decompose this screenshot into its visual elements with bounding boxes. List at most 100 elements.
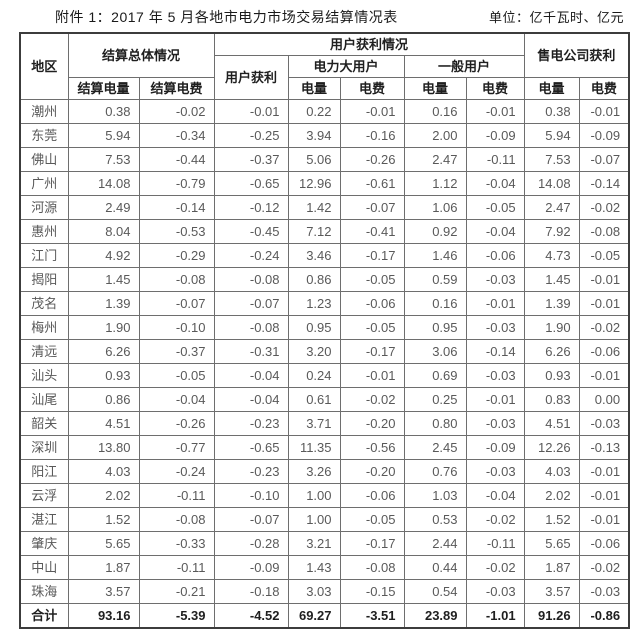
region-cell: 中山	[19, 555, 69, 580]
header-user-profit-group: 用户获利情况	[213, 32, 525, 56]
value-cell: 1.03	[403, 483, 467, 508]
value-cell: -0.04	[465, 219, 525, 244]
value-cell: 8.04	[67, 219, 140, 244]
value-cell: -0.08	[213, 267, 289, 292]
value-cell: 0.22	[287, 99, 341, 124]
value-cell: -0.37	[213, 147, 289, 172]
region-cell: 东莞	[19, 123, 69, 148]
value-cell: 1.39	[67, 291, 140, 316]
value-cell: -0.06	[578, 339, 630, 364]
header-general-user-energy: 电量	[403, 77, 467, 100]
value-cell: -0.20	[339, 411, 405, 436]
value-cell: 0.61	[287, 387, 341, 412]
value-cell: -5.39	[138, 603, 215, 629]
value-cell: -0.17	[339, 243, 405, 268]
value-cell: 0.53	[403, 507, 467, 532]
value-cell: 13.80	[67, 435, 140, 460]
value-cell: -0.14	[465, 339, 525, 364]
value-cell: -0.03	[465, 315, 525, 340]
region-cell: 佛山	[19, 147, 69, 172]
value-cell: -0.04	[465, 483, 525, 508]
table-row: 茂名 1.39 -0.07 -0.07 1.23 -0.06 0.16 -0.01 1.39 -0…	[19, 291, 630, 316]
value-cell: -0.10	[213, 483, 289, 508]
header-region: 地区	[19, 32, 69, 100]
header-retail-fee: 电费	[578, 77, 630, 100]
value-cell: 0.80	[403, 411, 467, 436]
region-cell: 广州	[19, 171, 69, 196]
value-cell: -0.03	[465, 459, 525, 484]
value-cell: 0.00	[578, 387, 630, 412]
value-cell: -0.14	[578, 171, 630, 196]
value-cell: -0.08	[138, 267, 215, 292]
value-cell: -0.01	[339, 99, 405, 124]
value-cell: 1.43	[287, 555, 341, 580]
value-cell: -0.09	[465, 123, 525, 148]
value-cell: 0.59	[403, 267, 467, 292]
header-settlement-fee: 结算电费	[138, 77, 215, 100]
table-row: 汕尾 0.86 -0.04 -0.04 0.61 -0.02 0.25 -0.01 0.83 0.…	[19, 387, 630, 412]
value-cell: -0.21	[138, 579, 215, 604]
value-cell: -0.01	[465, 291, 525, 316]
value-cell: 1.87	[67, 555, 140, 580]
value-cell: -0.08	[578, 219, 630, 244]
title-bar: 附件 1：2017 年 5 月各地市电力市场交易结算情况表 单位：亿千瓦时、亿元	[0, 0, 640, 32]
value-cell: -0.06	[465, 243, 525, 268]
value-cell: 93.16	[67, 603, 140, 629]
value-cell: 0.38	[67, 99, 140, 124]
value-cell: 1.23	[287, 291, 341, 316]
region-cell: 湛江	[19, 507, 69, 532]
value-cell: 4.03	[67, 459, 140, 484]
table-row: 梅州 1.90 -0.10 -0.08 0.95 -0.05 0.95 -0.03 1.90 -0…	[19, 315, 630, 340]
value-cell: -0.02	[578, 555, 630, 580]
value-cell: -0.07	[213, 291, 289, 316]
table-row: 广州 14.08 -0.79 -0.65 12.96 -0.61 1.12 -0.04 14.0…	[19, 171, 630, 196]
value-cell: 1.45	[523, 267, 580, 292]
value-cell: -0.41	[339, 219, 405, 244]
value-cell: -0.53	[138, 219, 215, 244]
header-general-user: 一般用户	[403, 55, 525, 78]
unit-label: 单位：亿千瓦时、亿元	[488, 10, 624, 25]
header-large-user-fee: 电费	[339, 77, 405, 100]
value-cell: 4.51	[523, 411, 580, 436]
value-cell: -0.04	[138, 387, 215, 412]
value-cell: -0.03	[465, 267, 525, 292]
value-cell: 0.93	[523, 363, 580, 388]
value-cell: 3.20	[287, 339, 341, 364]
value-cell: 0.25	[403, 387, 467, 412]
value-cell: -0.06	[339, 291, 405, 316]
value-cell: -0.25	[213, 123, 289, 148]
value-cell: 0.93	[67, 363, 140, 388]
value-cell: -0.05	[339, 315, 405, 340]
value-cell: -0.05	[339, 267, 405, 292]
value-cell: 0.92	[403, 219, 467, 244]
value-cell: -0.03	[578, 411, 630, 436]
header-large-power-user: 电力大用户	[287, 55, 405, 78]
region-cell: 江门	[19, 243, 69, 268]
value-cell: 0.16	[403, 291, 467, 316]
table-row: 深圳 13.80 -0.77 -0.65 11.35 -0.56 2.45 -0.09 12.2…	[19, 435, 630, 460]
table-row: 阳江 4.03 -0.24 -0.23 3.26 -0.20 0.76 -0.03 4.03 -0…	[19, 459, 630, 484]
region-cell: 云浮	[19, 483, 69, 508]
value-cell: -0.31	[213, 339, 289, 364]
value-cell: 4.92	[67, 243, 140, 268]
header-general-user-fee: 电费	[465, 77, 525, 100]
value-cell: -0.02	[578, 315, 630, 340]
value-cell: -0.04	[465, 171, 525, 196]
table-row: 韶关 4.51 -0.26 -0.23 3.71 -0.20 0.80 -0.03 4.51 -0…	[19, 411, 630, 436]
value-cell: 3.46	[287, 243, 341, 268]
table-row: 揭阳 1.45 -0.08 -0.08 0.86 -0.05 0.59 -0.03 1.45 -0…	[19, 267, 630, 292]
value-cell: 0.16	[403, 99, 467, 124]
region-cell: 惠州	[19, 219, 69, 244]
value-cell: -0.26	[138, 411, 215, 436]
value-cell: -0.06	[578, 531, 630, 556]
value-cell: -0.09	[213, 555, 289, 580]
value-cell: 1.87	[523, 555, 580, 580]
value-cell: -0.26	[339, 147, 405, 172]
value-cell: 23.89	[403, 603, 467, 629]
value-cell: 3.71	[287, 411, 341, 436]
value-cell: -0.28	[213, 531, 289, 556]
value-cell: -0.08	[339, 555, 405, 580]
value-cell: 2.45	[403, 435, 467, 460]
table-row: 河源 2.49 -0.14 -0.12 1.42 -0.07 1.06 -0.05 2.47 -0…	[19, 195, 630, 220]
page-title: 附件 1：2017 年 5 月各地市电力市场交易结算情况表	[55, 9, 398, 25]
